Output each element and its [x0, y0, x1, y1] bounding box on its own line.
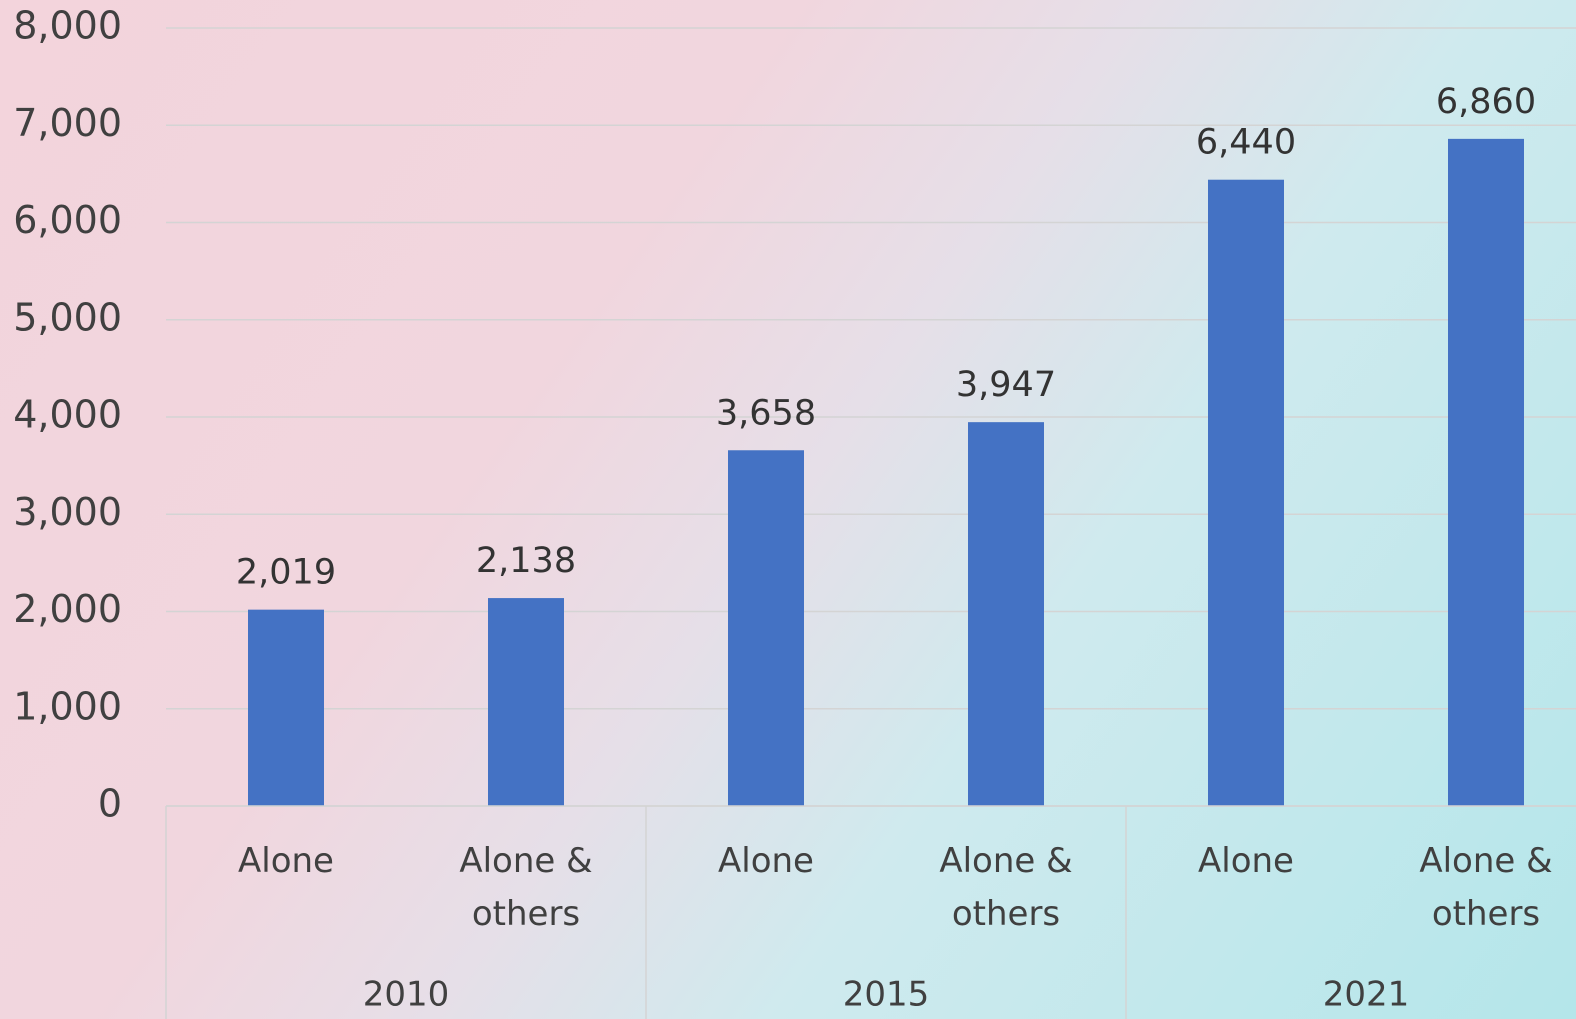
bar: [1208, 180, 1284, 806]
y-tick-label: 0: [98, 782, 122, 826]
y-tick-label: 6,000: [13, 198, 122, 242]
x-tick-label: Alone: [201, 835, 371, 888]
value-label: 6,440: [1196, 123, 1296, 163]
value-label: 6,860: [1436, 82, 1536, 122]
group-label: 2010: [363, 975, 450, 1015]
y-tick-label: 8,000: [13, 4, 122, 48]
y-tick-label: 1,000: [13, 684, 122, 728]
x-tick-label: Alone & others: [921, 835, 1091, 941]
bar: [488, 598, 564, 806]
x-tick-label: Alone & others: [441, 835, 611, 941]
bar: [968, 422, 1044, 806]
value-label: 2,019: [236, 553, 336, 593]
y-tick-label: 4,000: [13, 393, 122, 437]
bar: [1448, 139, 1524, 806]
y-tick-label: 2,000: [13, 587, 122, 631]
value-label: 3,658: [716, 393, 816, 433]
x-tick-label: Alone: [681, 835, 851, 888]
bar: [728, 450, 804, 806]
value-label: 3,947: [956, 365, 1056, 405]
x-tick-label: Alone & others: [1401, 835, 1571, 941]
bar: [248, 610, 324, 806]
page: 0 1,000 2,000 3,000 4,000 5,000 6,000 7,000 8,00…: [0, 0, 1576, 1019]
group-label: 2015: [843, 975, 930, 1015]
y-tick-label: 3,000: [13, 490, 122, 534]
y-tick-label: 5,000: [13, 295, 122, 339]
group-label: 2021: [1323, 975, 1410, 1015]
value-label: 2,138: [476, 541, 576, 581]
y-tick-label: 7,000: [13, 101, 122, 145]
x-tick-label: Alone: [1161, 835, 1331, 888]
